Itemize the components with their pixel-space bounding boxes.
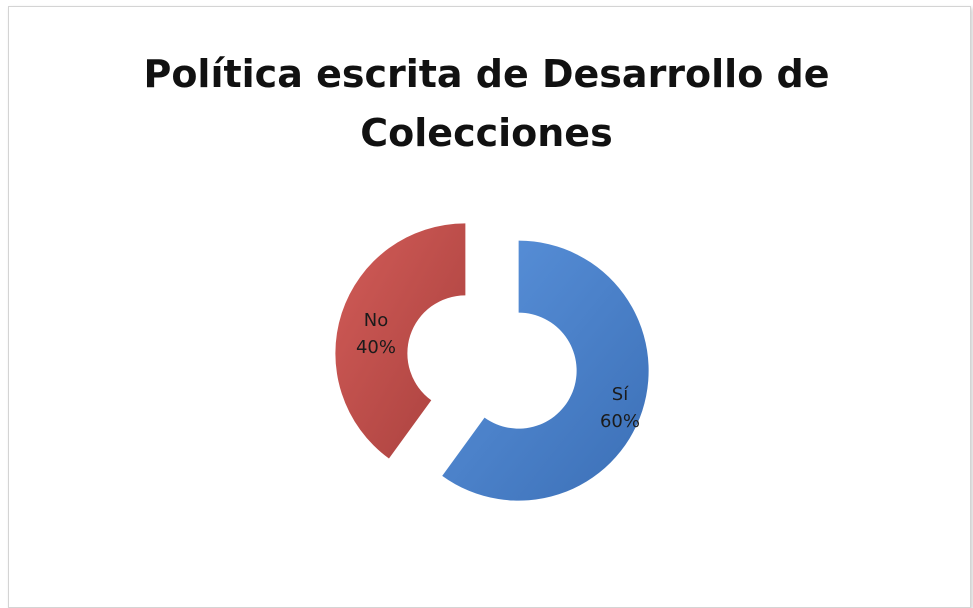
doughnut-chart: Sí 60% No 40%	[335, 223, 649, 501]
chart-title: Política escrita de Desarrollo de Colecc…	[0, 45, 973, 163]
doughnut-slice-no	[335, 223, 466, 459]
doughnut-slice-si	[442, 240, 649, 501]
slice-value-label: 40%	[356, 337, 396, 358]
chart-title-line-1: Política escrita de Desarrollo de	[143, 52, 830, 96]
chart-title-line-2: Colecciones	[360, 111, 613, 155]
slice-category-label: No	[364, 310, 388, 331]
slice-value-label: 60%	[600, 411, 640, 432]
slice-category-label: Sí	[612, 384, 629, 405]
chart-frame	[8, 6, 971, 608]
